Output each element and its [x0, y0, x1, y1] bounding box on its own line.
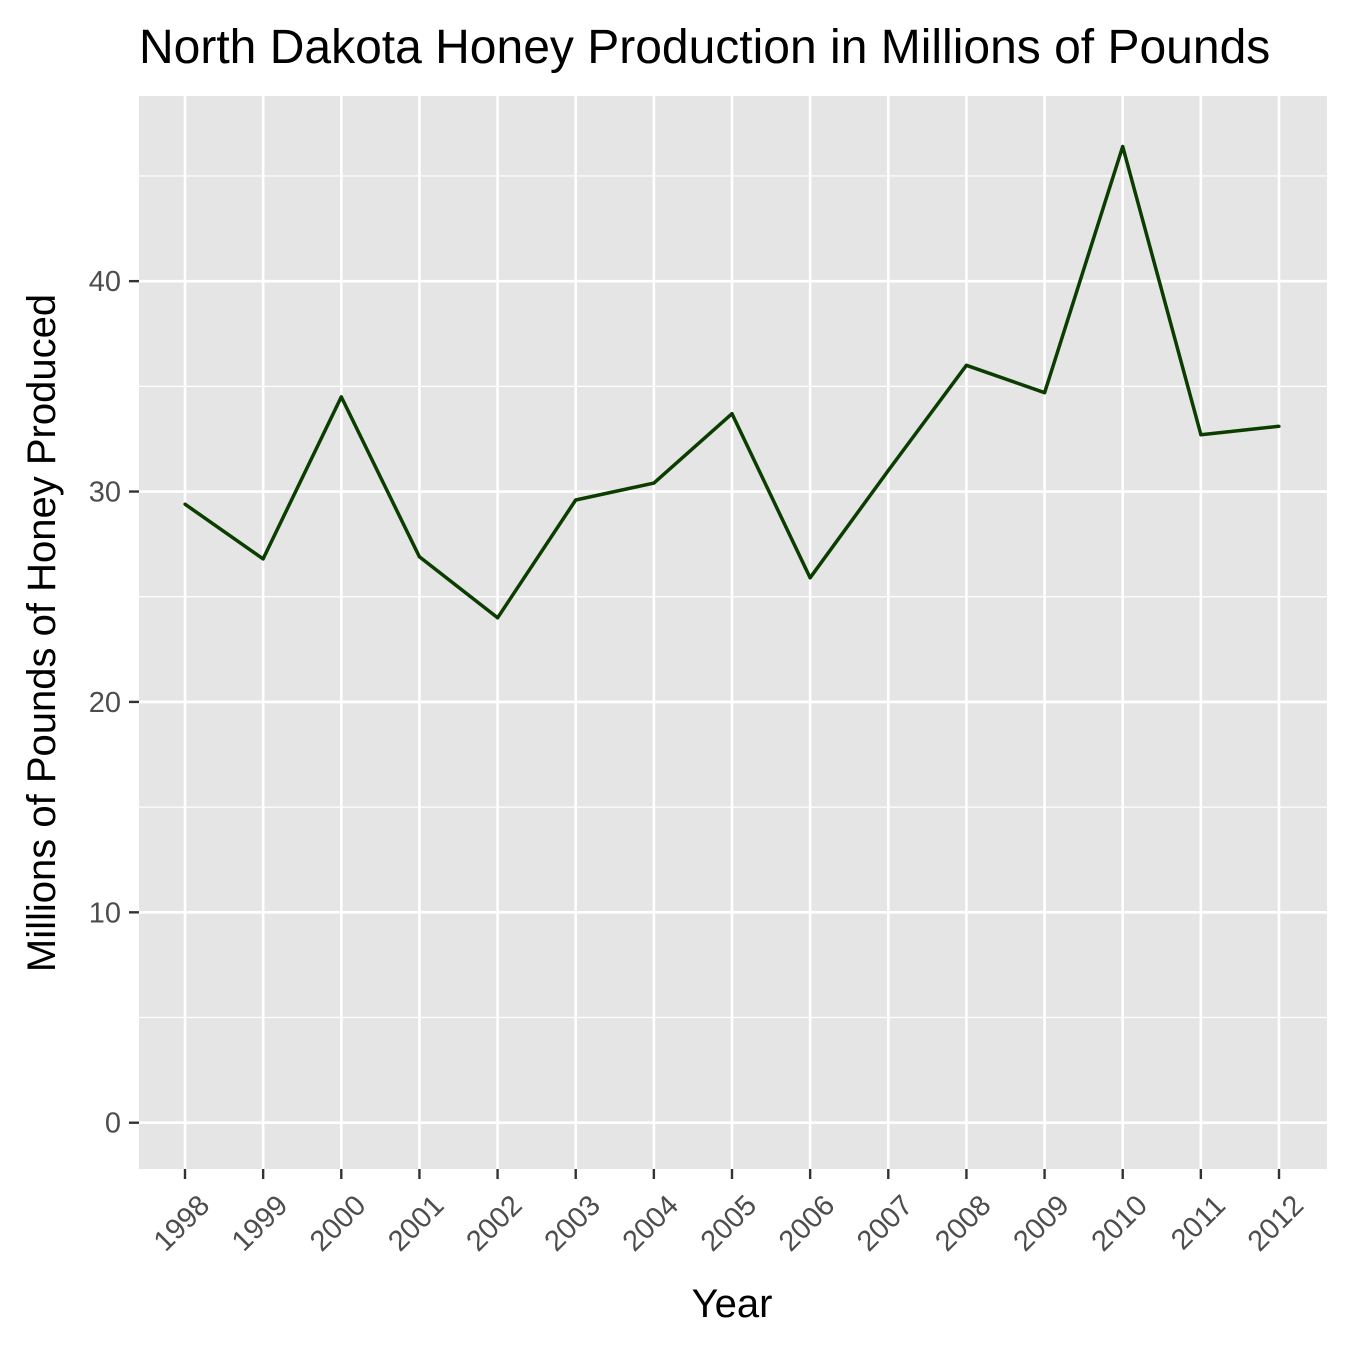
x-tick-label-2006: 2006	[773, 1189, 841, 1257]
x-axis: 1998 1999 2000 2001 2002 2003 2004 2005 2006 2007…	[148, 1169, 1310, 1258]
x-tick-label-2012: 2012	[1242, 1189, 1310, 1257]
x-tick-label-2011: 2011	[1165, 1189, 1232, 1256]
x-tick-label-2008: 2008	[929, 1189, 997, 1257]
data-point-2001	[417, 555, 422, 559]
data-point-2012	[1277, 424, 1281, 428]
data-point-2008	[964, 363, 969, 367]
data-point-2010	[1121, 144, 1125, 149]
x-tick-label-2003: 2003	[539, 1189, 607, 1257]
x-tick-label-2004: 2004	[617, 1189, 685, 1257]
grid-major	[139, 96, 1327, 1169]
data-point-2009	[1042, 391, 1047, 395]
data-point-2002	[495, 616, 500, 620]
y-tick-label-0: 0	[105, 1108, 121, 1140]
x-tick-label-2009: 2009	[1007, 1189, 1075, 1257]
chart-title: North Dakota Honey Production in Million…	[139, 21, 1270, 74]
y-tick-label-20: 20	[89, 687, 121, 719]
y-tick-label-10: 10	[89, 897, 121, 929]
x-tick-label-2005: 2005	[695, 1189, 763, 1257]
data-point-2004	[652, 481, 656, 485]
data-point-2007	[886, 468, 890, 473]
data-point-2000	[339, 395, 343, 399]
y-tick-label-40: 40	[89, 266, 121, 298]
y-axis-title: Millions of Pounds of Honey Produced	[20, 294, 64, 972]
y-axis: 0 10 20 30 40	[89, 266, 139, 1140]
data-point-2011	[1199, 433, 1203, 437]
x-tick-label-2010: 2010	[1086, 1189, 1154, 1257]
x-axis-title: Year	[692, 1282, 773, 1326]
y-tick-label-30: 30	[89, 477, 121, 509]
series-layer	[183, 144, 1281, 620]
data-point-1999	[261, 557, 265, 561]
data-point-2006	[808, 576, 812, 580]
x-tick-label-1999: 1999	[226, 1189, 294, 1257]
x-tick-label-2007: 2007	[851, 1189, 919, 1257]
x-tick-label-1998: 1998	[148, 1189, 216, 1257]
x-tick-label-2002: 2002	[460, 1189, 528, 1257]
x-tick-label-2000: 2000	[304, 1189, 372, 1257]
data-point-2005	[730, 412, 734, 416]
data-point-2003	[574, 498, 578, 502]
x-tick-label-2001: 2001	[382, 1189, 450, 1257]
data-point-1998	[183, 502, 187, 506]
